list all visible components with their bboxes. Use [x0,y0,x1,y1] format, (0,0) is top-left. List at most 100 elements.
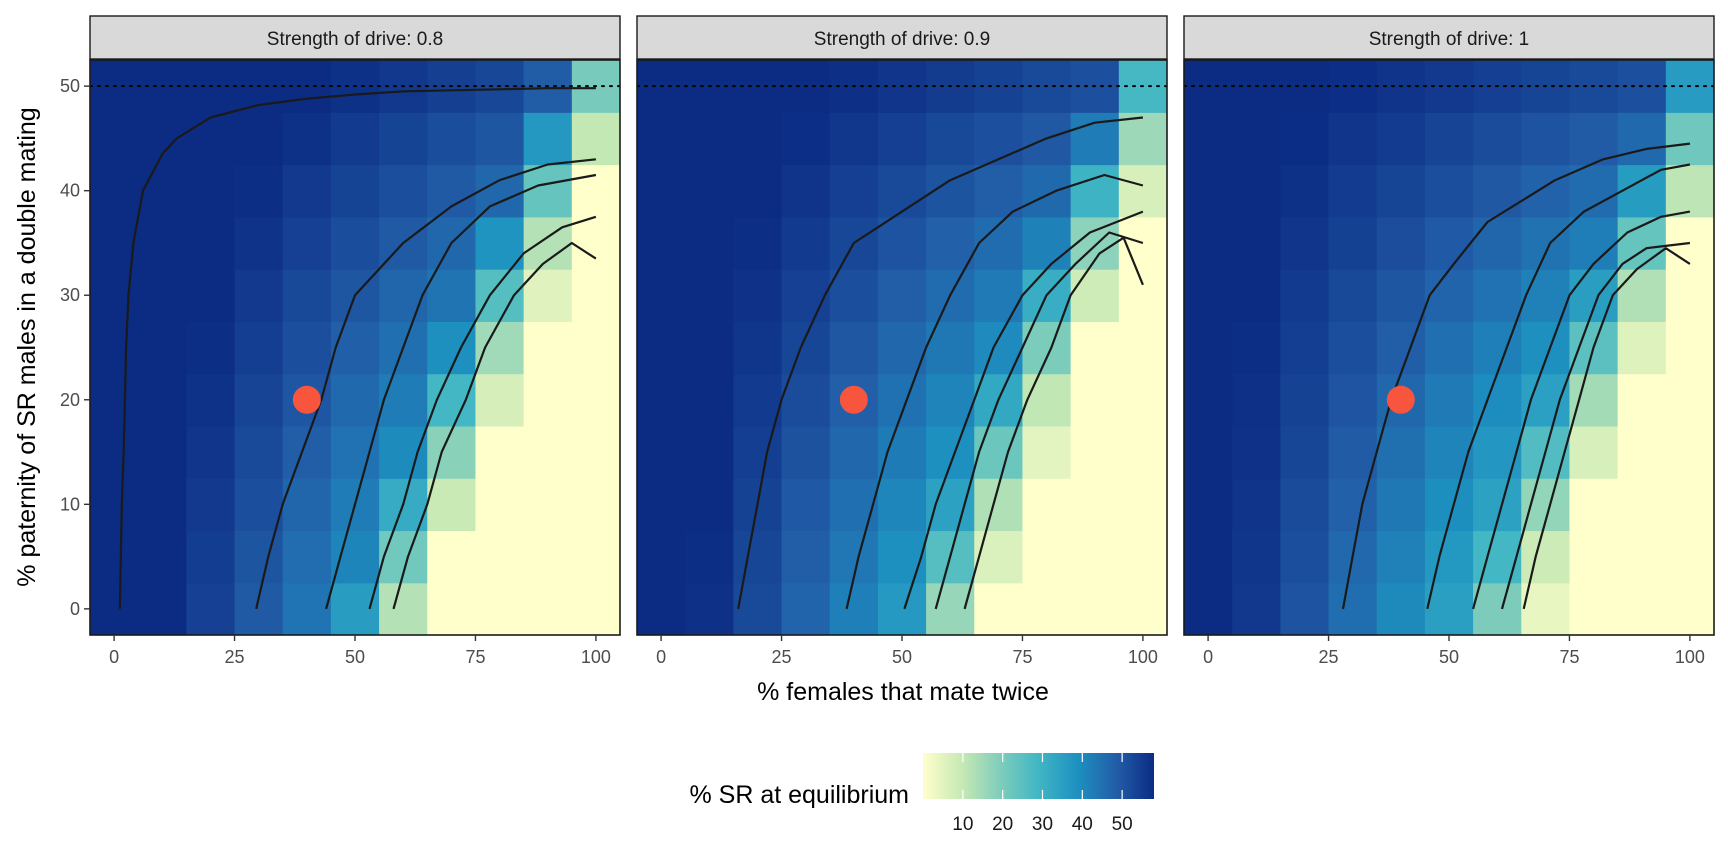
heatmap-cell [1665,164,1714,218]
heatmap-cell [186,112,236,166]
y-tick-label: 0 [70,599,80,619]
strip-header [636,15,1168,60]
heatmap-cell [1328,164,1378,218]
heatmap-cell [138,269,187,322]
heatmap-cell [1665,269,1714,322]
heatmap-cell [475,582,525,635]
heatmap-area [637,60,1167,635]
x-tick-label: 100 [1675,647,1705,667]
heatmap-cell [427,164,477,218]
heatmap-cell [379,164,428,218]
heatmap-cell [90,373,139,427]
heatmap-cell [1617,530,1667,584]
heatmap-cell [186,216,236,270]
heatmap-cell [330,373,380,427]
heatmap-cell [1280,321,1330,375]
heatmap-cell [1521,164,1571,218]
heatmap-cell [781,112,831,166]
heatmap-cell [1118,478,1167,532]
heatmap-cell [685,373,734,427]
legend-title: % SR at equilibrium [689,781,909,809]
heatmap-cell [330,164,380,218]
heatmap-cell [1022,582,1072,635]
heatmap-cell [685,112,734,166]
heatmap-cell [1473,425,1522,479]
heatmap-cell [234,216,284,270]
strip-header [89,15,621,60]
heatmap-cell [1280,216,1330,270]
heatmap-cell [1118,530,1167,584]
heatmap-cell [1521,373,1571,427]
heatmap-cell [733,216,783,270]
heatmap-cell [90,425,139,479]
heatmap-cell [1617,164,1667,218]
heatmap-cell [1424,269,1474,322]
heatmap-cell [781,164,831,218]
heatmap-cell [571,269,620,322]
heatmap-cell [877,112,927,166]
heatmap-cell [733,321,783,375]
heatmap-cell [637,321,686,375]
heatmap-cell [1184,321,1233,375]
y-tick-label: 40 [60,181,80,201]
panel-3: Strength of drive: 1 0 25 50 75 100 [1183,15,1715,667]
heatmap-cell [90,269,139,322]
heatmap-cell [523,373,573,427]
heatmap-cell [138,582,187,635]
heatmap-cell [379,582,428,635]
heatmap-cell [1232,425,1281,479]
heatmap-cell [829,321,879,375]
heatmap-cell [1424,582,1474,635]
legend-label: 30 [1032,814,1053,835]
heatmap-cell [475,425,525,479]
heatmap-cell [1328,269,1378,322]
panel-1: Strength of drive: 0.8 0 25 50 75 100 0 10 20 30 4… [60,15,621,667]
heatmap-cell [1280,164,1330,218]
heatmap-cell [877,530,927,584]
heatmap-cell [379,112,428,166]
heatmap-cell [475,269,525,322]
heatmap-cell [234,425,284,479]
heatmap-cell [637,269,686,322]
heatmap-cell [1473,112,1522,166]
heatmap-cell [1665,112,1714,166]
heatmap-cell [877,582,927,635]
heatmap-cell [1328,425,1378,479]
heatmap-cell [90,530,139,584]
heatmap-cell [90,582,139,635]
heatmap-cell [781,582,831,635]
heatmap-cell [1328,112,1378,166]
heatmap-cell [138,530,187,584]
heatmap-cell [1665,373,1714,427]
y-tick-label: 20 [60,390,80,410]
heatmap-cell [523,478,573,532]
heatmap-cell [877,269,927,322]
heatmap-cell [1118,164,1167,218]
heatmap-cell [234,164,284,218]
heatmap-cell [1424,530,1474,584]
facet-panels: Strength of drive: 0.8 0 25 50 75 100 0 10 20 30 4… [60,15,1715,667]
x-tick-label: 50 [345,647,365,667]
contour-line [1472,210,1691,610]
heatmap-cell [685,530,734,584]
heatmap-cell [685,269,734,322]
heatmap-cell [475,478,525,532]
heatmap-cell [781,321,831,375]
heatmap-cell [427,269,477,322]
heatmap-cell [234,530,284,584]
heatmap-cell [186,530,236,584]
highlight-point [292,385,321,414]
heatmap-cell [974,582,1024,635]
heatmap-cell [974,112,1024,166]
heatmap-cell [1569,425,1619,479]
heatmap-cell [1022,373,1072,427]
heatmap-cell [1070,582,1120,635]
heatmap-cell [186,321,236,375]
heatmap-cell [282,582,332,635]
heatmap-cell [475,164,525,218]
heatmap-cell [637,216,686,270]
heatmap-cell [1521,216,1571,270]
heatmap-cell [1665,321,1714,375]
heatmap-cell [733,269,783,322]
